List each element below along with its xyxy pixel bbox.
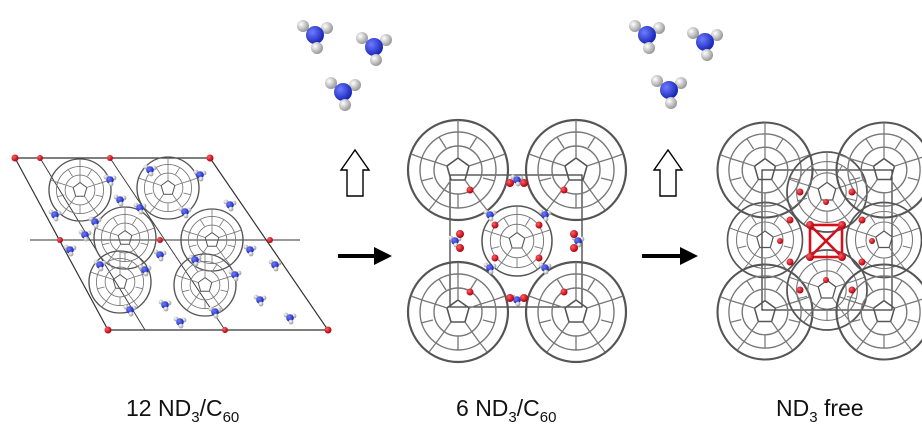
panel-12-structure — [11, 154, 332, 334]
released-ammonia-1 — [295, 18, 394, 113]
ammonia-cluster — [48, 164, 297, 329]
fullerene-icon — [406, 260, 510, 364]
oxygen-cluster — [808, 223, 844, 259]
fullerene-icon — [835, 263, 922, 361]
released-ammonia-2 — [627, 18, 725, 111]
fullerene-icon — [406, 118, 510, 222]
reaction-arrow-icon — [642, 247, 698, 265]
ammonia-cluster — [448, 174, 585, 307]
fullerene-icon — [93, 206, 157, 270]
fullerene-icon — [524, 260, 628, 364]
ammonia-molecule-icon — [685, 25, 725, 63]
release-arrow-icon — [339, 148, 371, 197]
fullerene-icon — [173, 253, 237, 317]
fullerene-icon — [524, 118, 628, 222]
panel-6-structure — [406, 118, 628, 364]
reaction-arrow-icon — [338, 247, 392, 265]
release-arrow-icon — [652, 148, 684, 197]
ammonia-molecule-icon — [627, 18, 667, 56]
caption-6-nd3-c60: 6 ND3/C60 — [456, 395, 557, 426]
ammonia-molecule-icon — [649, 73, 689, 111]
caption-nd3-free: ND3 free — [776, 395, 864, 426]
panel-free-structure — [716, 121, 922, 361]
ammonia-molecule-icon — [295, 18, 335, 56]
ammonia-molecule-icon — [354, 30, 394, 68]
ammonia-molecule-icon — [323, 75, 363, 113]
fullerene-icon — [88, 250, 152, 314]
caption-12-nd3-c60: 12 ND3/C60 — [126, 395, 240, 426]
